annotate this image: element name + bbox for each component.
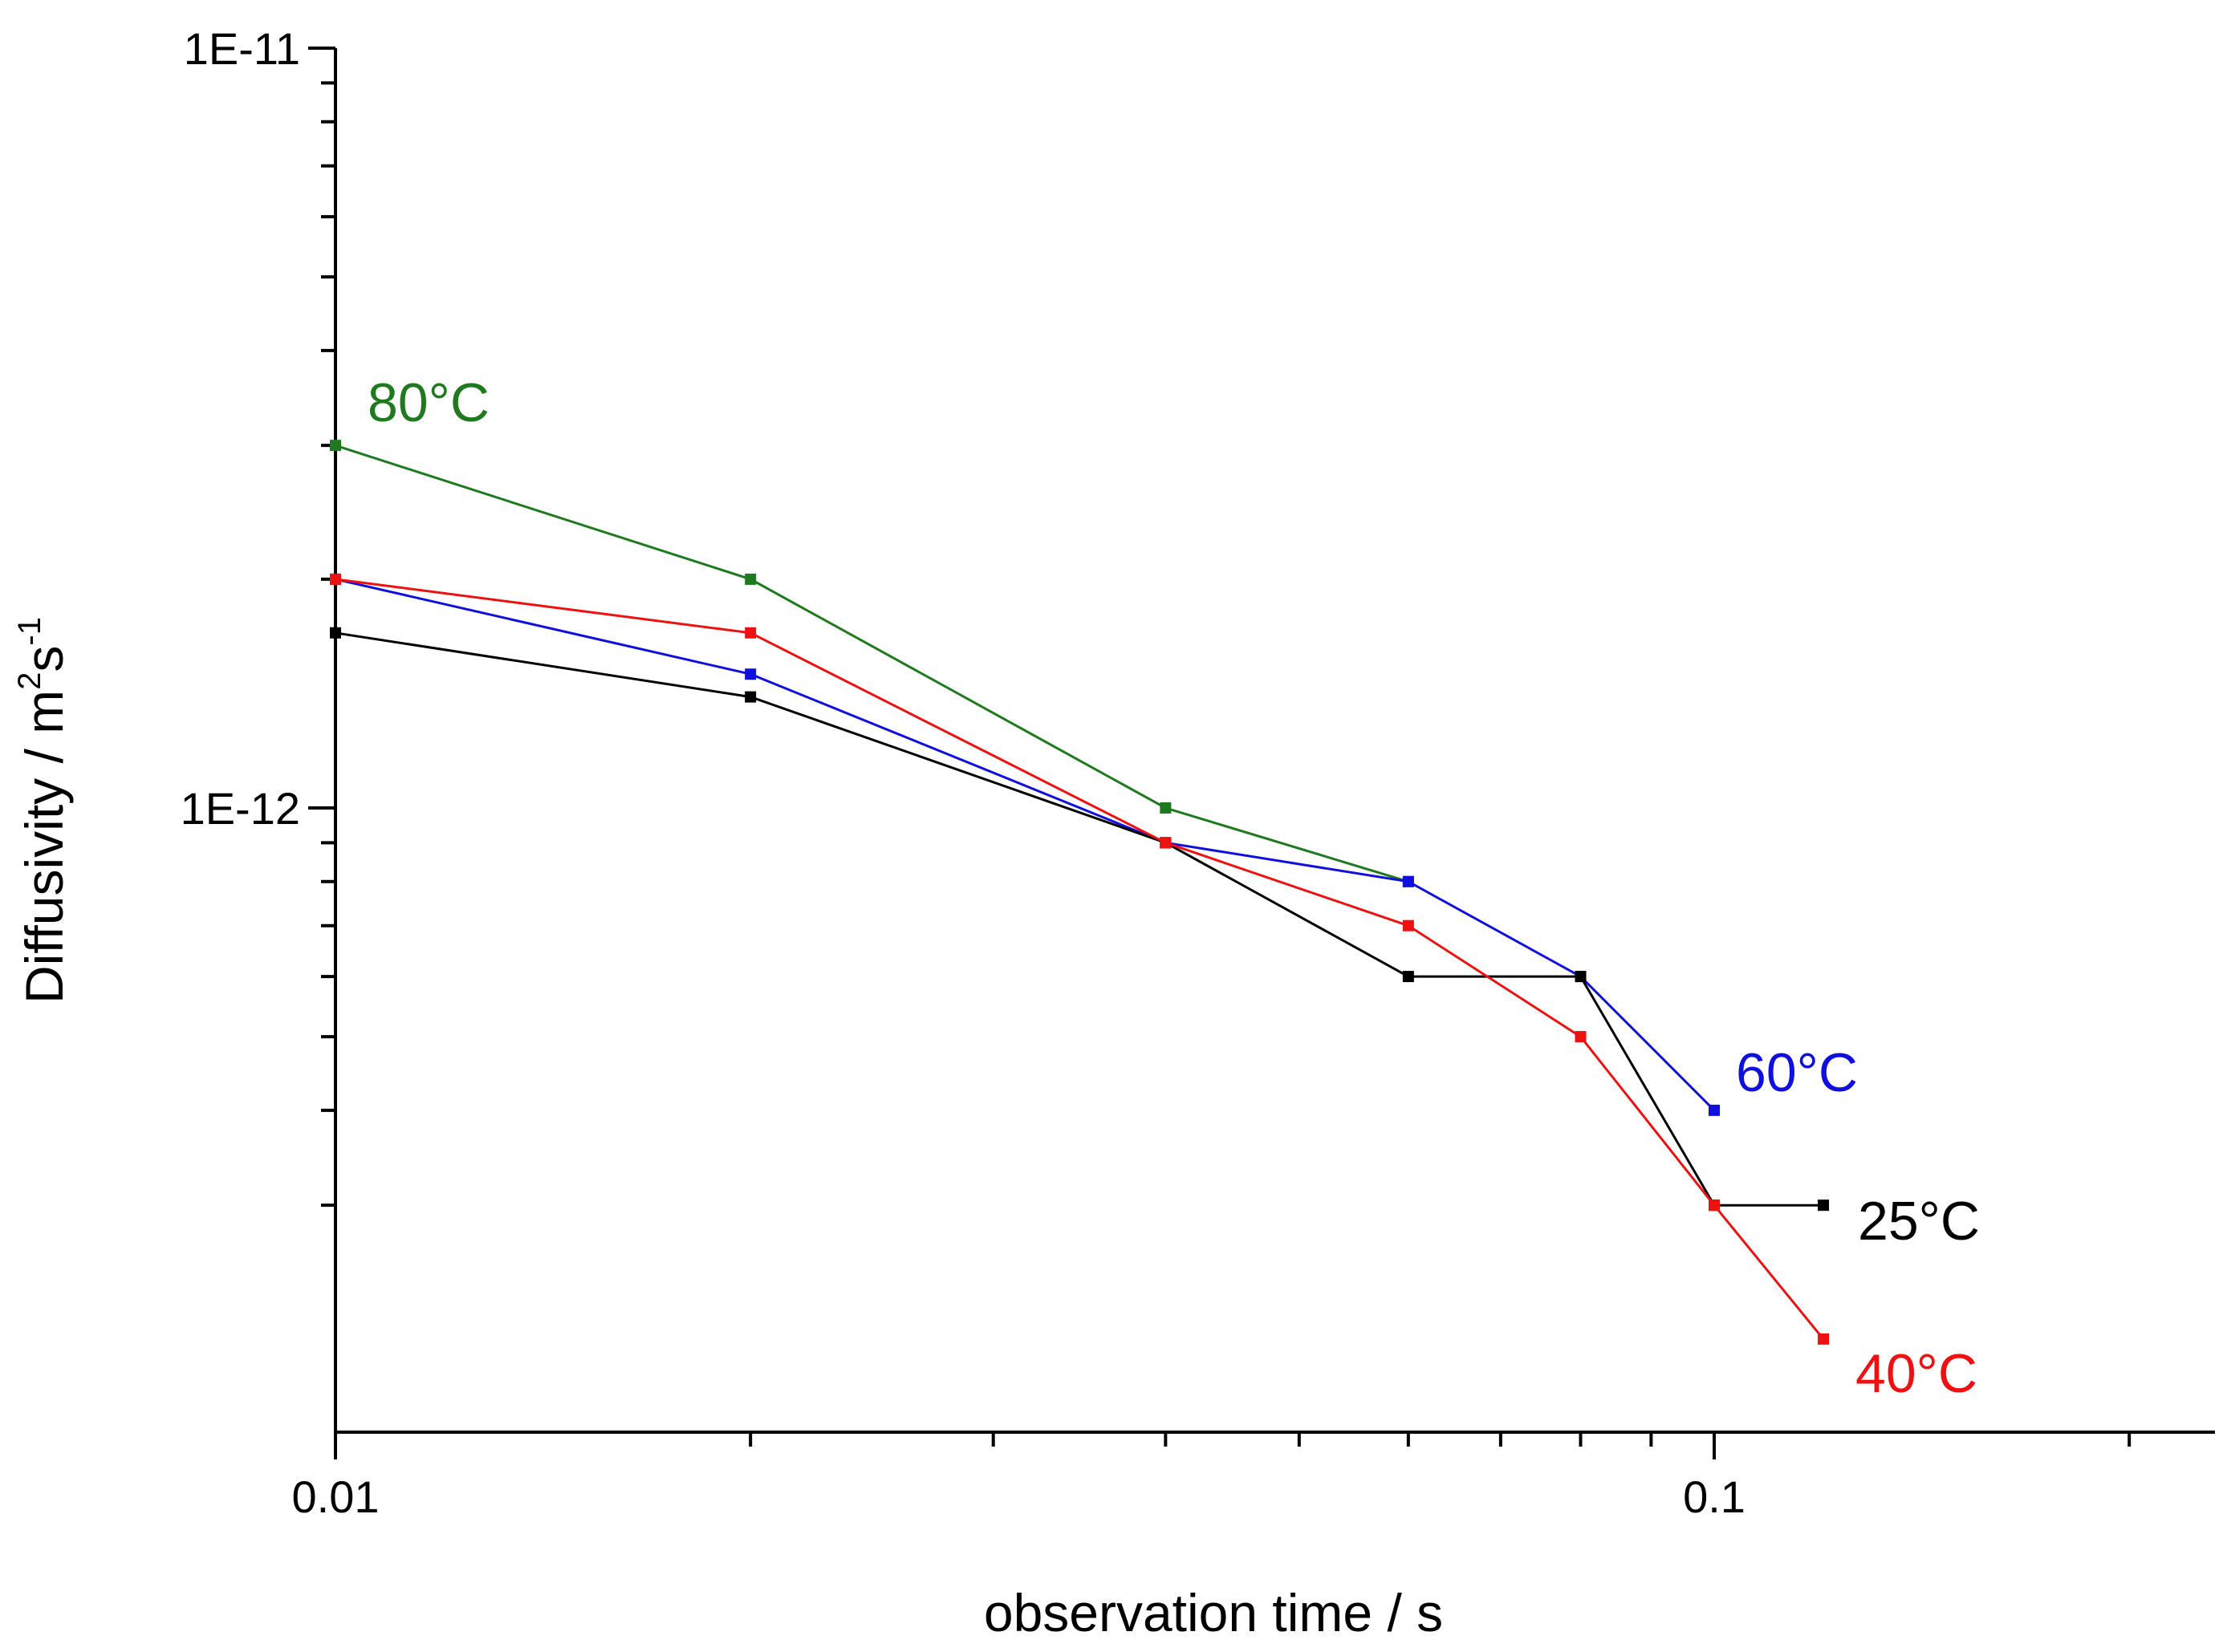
x-axis-title: observation time / s bbox=[984, 1583, 1443, 1642]
x-tick-label: 0.01 bbox=[292, 1471, 380, 1522]
data-point-25c bbox=[330, 627, 341, 639]
data-point-40c bbox=[330, 573, 341, 585]
y-tick-label: 1E-11 bbox=[184, 23, 300, 74]
y-axis-title-sup2: -1 bbox=[12, 617, 47, 646]
y-axis-title-main: Diffusivity / m bbox=[14, 690, 74, 1004]
axes: 1E-11 1E-12 0.01 0.1 bbox=[181, 23, 2215, 1522]
series-layer bbox=[330, 440, 1830, 1345]
x-tick-label: 0.1 bbox=[1683, 1471, 1746, 1522]
data-point-25c bbox=[1818, 1199, 1830, 1212]
data-point-40c bbox=[1402, 919, 1414, 932]
data-point-25c bbox=[1575, 971, 1587, 983]
data-point-60c bbox=[745, 668, 757, 680]
data-point-40c bbox=[1160, 837, 1172, 849]
data-point-40c bbox=[1818, 1333, 1830, 1345]
series-line-40c bbox=[335, 578, 1825, 1340]
data-point-40c bbox=[745, 627, 757, 639]
data-point-80c bbox=[1160, 802, 1172, 814]
data-point-40c bbox=[1709, 1199, 1720, 1212]
series-60c bbox=[330, 573, 1720, 1116]
series-label-60c: 60°C bbox=[1736, 1042, 1858, 1103]
data-point-25c bbox=[745, 691, 757, 703]
data-point-25c bbox=[1402, 971, 1414, 983]
y-axis-title-sup1: 2 bbox=[12, 672, 47, 690]
series-line-60c bbox=[335, 578, 1716, 1111]
data-point-40c bbox=[1575, 1031, 1587, 1043]
series-line-25c bbox=[335, 631, 1823, 1207]
y-tick-label: 1E-12 bbox=[181, 783, 300, 834]
series-40c bbox=[330, 573, 1830, 1345]
y-axis-title: Diffusivity / m2s-1 bbox=[12, 617, 74, 1004]
data-point-60c bbox=[1402, 875, 1414, 887]
series-label-40c: 40°C bbox=[1855, 1343, 1977, 1404]
data-point-80c bbox=[745, 573, 757, 585]
data-point-80c bbox=[330, 440, 341, 452]
data-point-60c bbox=[1709, 1104, 1720, 1116]
series-label-25c: 25°C bbox=[1858, 1191, 1980, 1252]
series-label-80c: 80°C bbox=[368, 372, 490, 433]
y-axis-title-mid: s bbox=[14, 646, 74, 672]
series-25c bbox=[330, 627, 1830, 1212]
labels: 80°C 60°C 25°C 40°C observation time / s… bbox=[12, 372, 1980, 1642]
series-line-80c bbox=[335, 444, 1409, 883]
series-80c bbox=[330, 440, 1414, 887]
